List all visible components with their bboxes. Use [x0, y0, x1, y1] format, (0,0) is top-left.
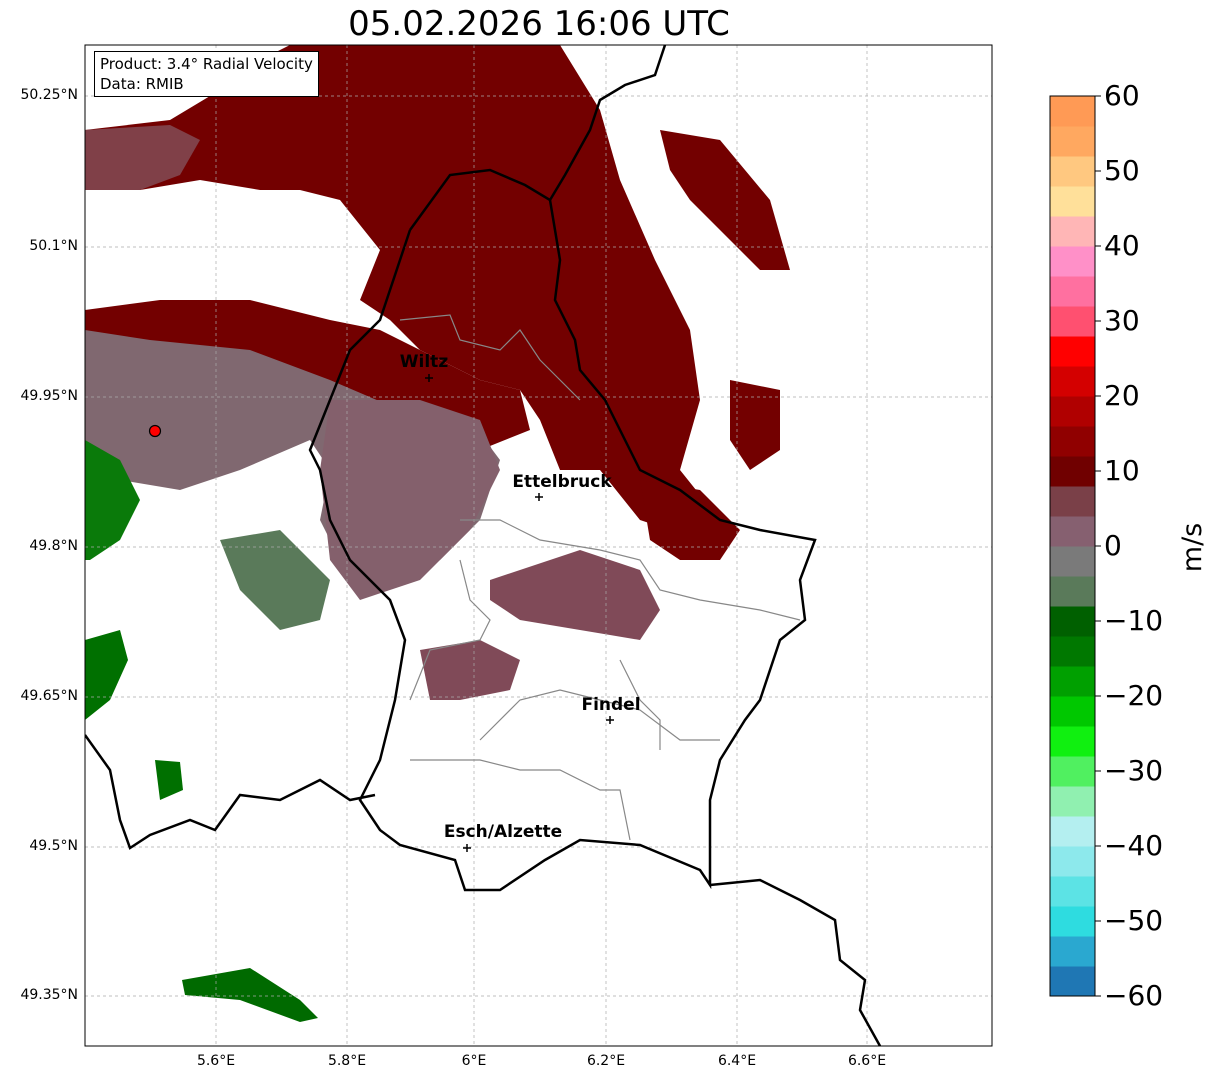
colorbar-tick: 50: [1104, 154, 1140, 187]
colorbar-segment: [1050, 636, 1095, 667]
country-borders: [85, 45, 882, 1046]
colorbar-tick: 10: [1104, 454, 1140, 487]
colorbar-segment: [1050, 576, 1095, 607]
city-label-wiltz: Wiltz: [399, 352, 449, 372]
lat-tick: 49.65°N: [20, 688, 78, 704]
city-marker-wiltz: [425, 374, 433, 382]
colorbar-tick: 30: [1104, 304, 1140, 337]
colorbar-segment: [1050, 546, 1095, 577]
city-markers: [425, 374, 614, 852]
data-source-label: Data: RMIB: [100, 75, 184, 93]
colorbar-tick: −30: [1104, 754, 1164, 787]
city-marker-ettelbruck: [535, 493, 543, 501]
echo-east-patches-2: [730, 380, 780, 470]
colorbar-segment: [1050, 606, 1095, 637]
echo-southwest: [420, 640, 520, 700]
lon-tick: 6.6°E: [847, 1053, 887, 1069]
colorbar-segment: [1050, 336, 1095, 367]
colorbar-segment: [1050, 186, 1095, 217]
colorbar-segment: [1050, 726, 1095, 757]
colorbar-segment: [1050, 126, 1095, 157]
colorbar-segment: [1050, 216, 1095, 247]
colorbar-tick: −40: [1104, 829, 1164, 862]
echo-green-south: [155, 760, 183, 800]
colorbar-segment: [1050, 846, 1095, 877]
lon-tick: 6.2°E: [586, 1053, 626, 1069]
radar-site-marker: [148, 424, 162, 438]
city-marker-esch: [463, 844, 471, 852]
city-label-findel: Findel: [581, 695, 641, 715]
lat-tick: 49.8°N: [29, 538, 78, 554]
colorbar-tick: 0: [1104, 529, 1122, 562]
canton-boundaries: [399, 314, 801, 841]
lon-tick: 5.6°E: [196, 1053, 236, 1069]
echo-grey-mauve: [320, 400, 500, 600]
colorbar-segment: [1050, 786, 1095, 817]
lat-tick: 50.1°N: [29, 238, 78, 254]
info-box: Product: 3.4° Radial Velocity Data: RMIB: [94, 51, 319, 97]
colorbar-segment: [1050, 366, 1095, 397]
colorbar-label: m/s: [1177, 522, 1207, 573]
colorbar-segment: [1050, 486, 1095, 517]
colorbar-segment: [1050, 966, 1095, 997]
colorbar-segment: [1050, 936, 1095, 967]
city-label-esch: Esch/Alzette: [443, 822, 563, 842]
colorbar-tick: 40: [1104, 229, 1140, 262]
lat-tick: 49.35°N: [20, 987, 78, 1003]
colorbar-tick: −50: [1104, 904, 1164, 937]
echo-grey-green: [220, 530, 330, 630]
colorbar-segment: [1050, 906, 1095, 937]
echo-north-band: [85, 45, 720, 540]
colorbar-tick: 60: [1104, 79, 1140, 112]
colorbar-segment: [1050, 456, 1095, 487]
colorbar: [1050, 95, 1101, 997]
colorbar-frame: [1049, 95, 1096, 997]
colorbar-segment: [1050, 276, 1095, 307]
lat-tick: 49.95°N: [20, 388, 78, 404]
colorbar-segment: [1050, 816, 1095, 847]
lon-tick: 6.4°E: [717, 1053, 757, 1069]
echo-central-mauve: [490, 550, 660, 640]
colorbar-segment: [1050, 156, 1095, 187]
map-title: 05.02.2026 16:06 UTC: [348, 4, 730, 44]
echo-green-sw: [85, 630, 128, 720]
colorbar-segment: [1050, 426, 1095, 457]
colorbar-segment: [1050, 876, 1095, 907]
map-frame: [84, 44, 993, 1047]
colorbar-segment: [1050, 696, 1095, 727]
colorbar-segment: [1050, 96, 1095, 127]
lon-tick: 6°E: [461, 1053, 487, 1069]
colorbar-segment: [1050, 306, 1095, 337]
colorbar-tick: −20: [1104, 679, 1164, 712]
colorbar-segment: [1050, 396, 1095, 427]
city-label-ettelbruck: Ettelbruck: [512, 472, 612, 492]
colorbar-tick: 20: [1104, 379, 1140, 412]
colorbar-segment: [1050, 756, 1095, 787]
echo-east-patches: [660, 130, 790, 270]
colorbar-segment: [1050, 516, 1095, 547]
colorbar-segment: [1050, 666, 1095, 697]
echo-east-lower: [640, 480, 740, 560]
lon-tick: 5.8°E: [327, 1053, 367, 1069]
colorbar-tick: −60: [1104, 979, 1164, 1012]
colorbar-tick: −10: [1104, 604, 1164, 637]
echo-green-bottom: [182, 968, 318, 1022]
echo-north-pink: [85, 125, 200, 190]
echo-green-west: [85, 440, 140, 560]
radar-echoes: [85, 45, 790, 1022]
product-label: Product: 3.4° Radial Velocity: [100, 55, 313, 73]
colorbar-segment: [1050, 246, 1095, 277]
city-marker-findel: [606, 716, 614, 724]
lat-tick: 50.25°N: [20, 87, 78, 103]
lat-tick: 49.5°N: [29, 838, 78, 854]
